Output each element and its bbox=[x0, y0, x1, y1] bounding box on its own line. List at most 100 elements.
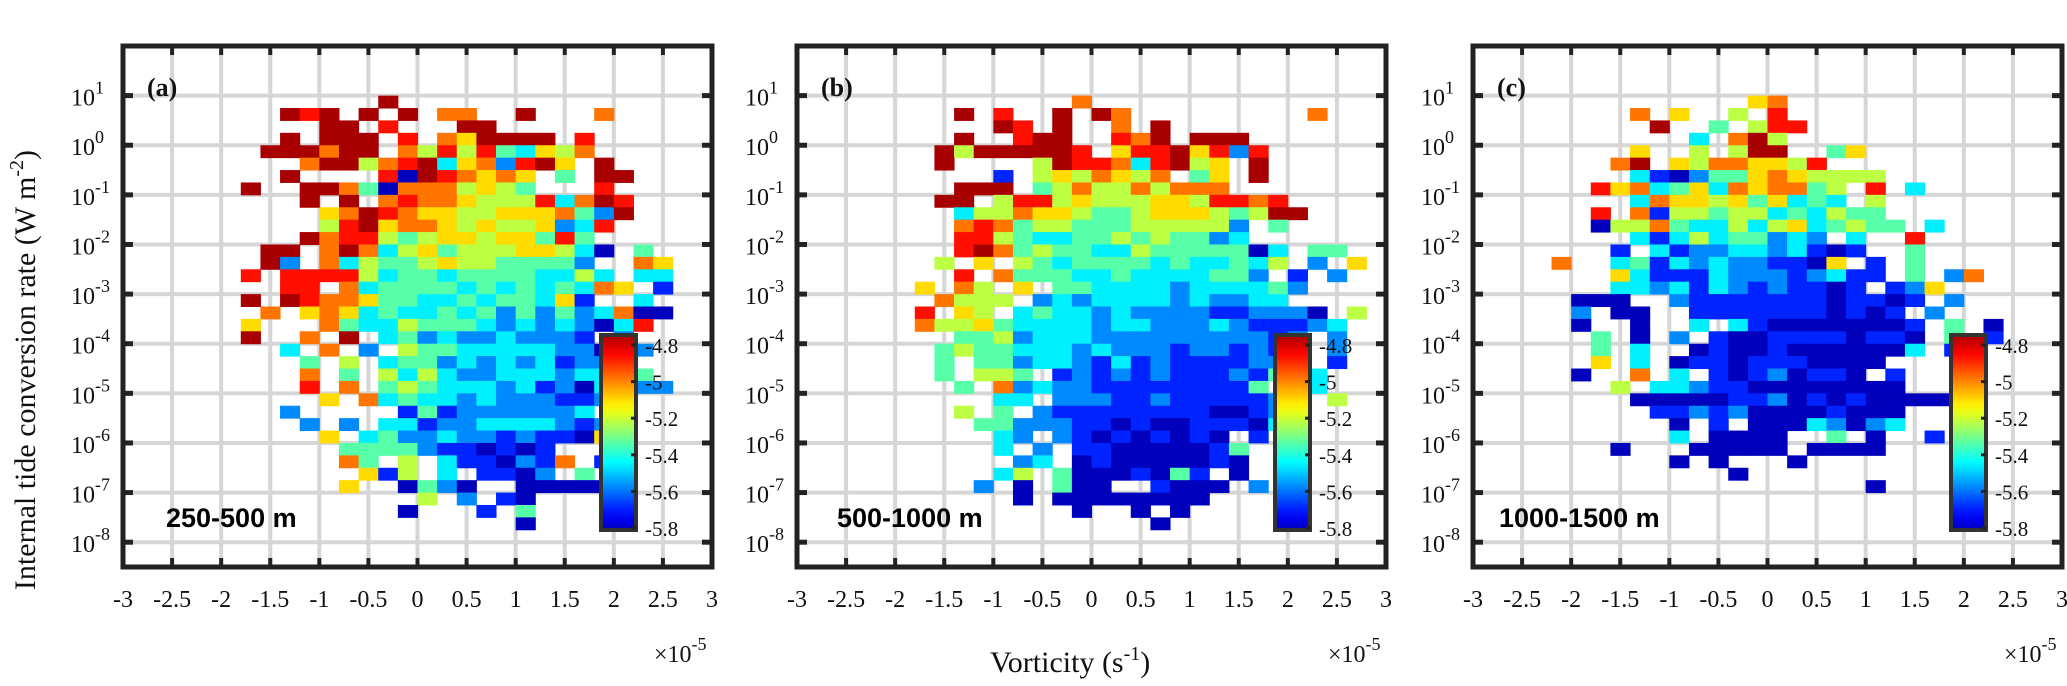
heatmap-cell bbox=[1630, 331, 1651, 345]
heatmap-cell bbox=[1091, 331, 1112, 345]
heatmap-cell bbox=[1189, 145, 1210, 159]
heatmap-cell bbox=[1189, 368, 1210, 382]
heatmap-cell bbox=[1071, 343, 1092, 357]
heatmap-cell bbox=[1111, 306, 1132, 320]
heatmap-cell bbox=[1669, 368, 1690, 382]
heatmap-cell bbox=[1983, 331, 2004, 345]
x-tick-label: -2.5 bbox=[1503, 587, 1541, 613]
heatmap-cell bbox=[417, 256, 438, 270]
heatmap-cell bbox=[1130, 281, 1151, 295]
heatmap-cell bbox=[1209, 294, 1230, 307]
heatmap-cell bbox=[1170, 480, 1191, 494]
heatmap-cell bbox=[594, 306, 615, 320]
heatmap-cell bbox=[1052, 343, 1073, 357]
heatmap-cell bbox=[1170, 492, 1191, 506]
heatmap-cell bbox=[515, 207, 536, 221]
heatmap-cell bbox=[1111, 455, 1132, 469]
heatmap-cell bbox=[1150, 356, 1171, 370]
heatmap-cell bbox=[1052, 418, 1073, 432]
heatmap-cell bbox=[417, 343, 438, 357]
heatmap-cell bbox=[378, 120, 399, 134]
heatmap-cell bbox=[358, 318, 379, 332]
heatmap-cell bbox=[515, 281, 536, 295]
heatmap-cell bbox=[1130, 343, 1151, 357]
heatmap-cell bbox=[1806, 207, 1827, 221]
heatmap-cell bbox=[437, 356, 458, 370]
heatmap-cell bbox=[1071, 480, 1092, 494]
heatmap-cell bbox=[1327, 331, 1348, 345]
heatmap-cell bbox=[397, 318, 418, 332]
heatmap-cell bbox=[1150, 294, 1171, 307]
heatmap-cell bbox=[1885, 331, 1906, 345]
heatmap-cell bbox=[476, 132, 497, 146]
heatmap-cell bbox=[574, 430, 595, 444]
heatmap-cell bbox=[1130, 331, 1151, 345]
heatmap-cell bbox=[1747, 170, 1768, 183]
heatmap-cell bbox=[1228, 207, 1250, 221]
heatmap-cell bbox=[1806, 442, 1827, 456]
heatmap-cell bbox=[1747, 442, 1768, 456]
heatmap-cell bbox=[993, 442, 1014, 456]
heatmap-cell bbox=[1708, 430, 1729, 444]
heatmap-cell bbox=[515, 294, 536, 307]
heatmap-cell bbox=[1071, 194, 1092, 208]
heatmap-cell bbox=[1747, 430, 1768, 444]
colorbar-tick-label: -5.6 bbox=[1995, 480, 2028, 504]
heatmap-cell bbox=[1071, 182, 1092, 196]
heatmap-cell bbox=[378, 256, 399, 270]
heatmap-cell bbox=[1669, 170, 1690, 183]
heatmap-cell bbox=[437, 256, 458, 270]
heatmap-cell bbox=[456, 219, 477, 233]
y-tick-label: 10-5 bbox=[745, 375, 784, 409]
heatmap-cell bbox=[1747, 207, 1768, 221]
heatmap-cell bbox=[496, 281, 517, 295]
heatmap-cell bbox=[1826, 294, 1847, 307]
heatmap-cell bbox=[1052, 405, 1073, 419]
heatmap-cell bbox=[299, 232, 320, 245]
heatmap-cell bbox=[934, 356, 955, 370]
heatmap-cell bbox=[437, 207, 458, 221]
heatmap-cell bbox=[535, 455, 556, 469]
heatmap-cell bbox=[319, 269, 340, 283]
heatmap-cell bbox=[496, 157, 517, 171]
x-tick-label: 3 bbox=[706, 587, 718, 613]
heatmap-cell bbox=[574, 368, 595, 382]
heatmap-cell bbox=[1130, 244, 1151, 258]
heatmap-cell bbox=[1170, 343, 1191, 357]
heatmap-cell bbox=[476, 467, 497, 481]
heatmap-cell bbox=[1150, 393, 1171, 407]
heatmap-cell bbox=[456, 343, 477, 357]
heatmap-cell bbox=[378, 318, 399, 332]
heatmap-cell bbox=[993, 356, 1014, 370]
heatmap-cell bbox=[1071, 492, 1092, 506]
heatmap-cell bbox=[633, 380, 654, 394]
heatmap-cell bbox=[417, 405, 438, 419]
heatmap-cell bbox=[954, 331, 975, 345]
heatmap-cell bbox=[496, 132, 517, 146]
heatmap-cell bbox=[1630, 393, 1651, 407]
heatmap-cell bbox=[1071, 306, 1092, 320]
heatmap-cell bbox=[993, 343, 1014, 357]
heatmap-cell bbox=[1091, 343, 1112, 357]
heatmap-cell bbox=[299, 145, 320, 159]
heatmap-cell bbox=[1571, 294, 1592, 307]
heatmap-cell bbox=[1228, 219, 1250, 233]
heatmap-cell bbox=[1130, 504, 1151, 518]
heatmap-cell bbox=[319, 294, 340, 307]
heatmap-cell bbox=[1846, 356, 1867, 370]
heatmap-cell bbox=[417, 281, 438, 295]
heatmap-cell bbox=[476, 232, 497, 245]
heatmap-cell bbox=[1111, 368, 1132, 382]
heatmap-cell bbox=[1767, 108, 1788, 121]
heatmap-cell bbox=[319, 145, 340, 159]
heatmap-cell bbox=[456, 455, 477, 469]
heatmap-cell bbox=[554, 455, 576, 469]
heatmap-cell bbox=[1170, 380, 1191, 394]
heatmap-cell bbox=[338, 318, 360, 332]
heatmap-cell bbox=[1170, 157, 1191, 171]
heatmap-cell bbox=[1228, 145, 1250, 159]
heatmap-cell bbox=[456, 194, 477, 208]
heatmap-cell bbox=[1130, 207, 1151, 221]
heatmap-cell bbox=[993, 318, 1014, 332]
heatmap-cell bbox=[1091, 182, 1112, 196]
